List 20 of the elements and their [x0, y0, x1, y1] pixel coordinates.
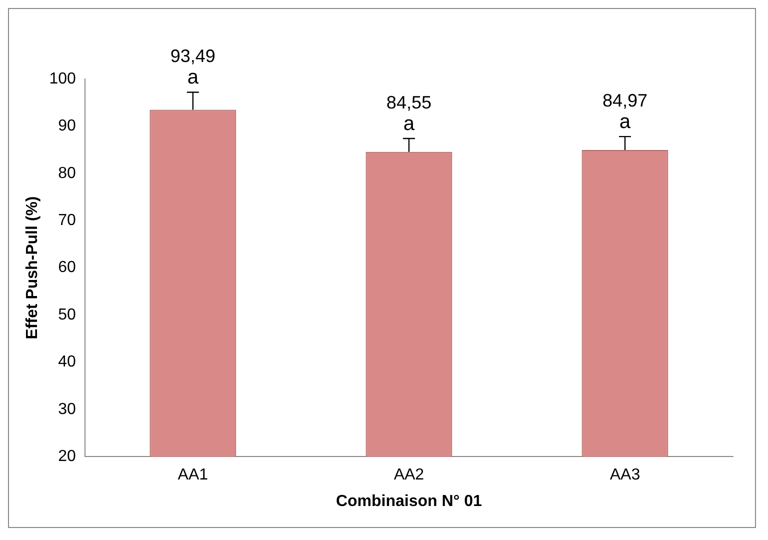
data-label: 84,97 — [602, 90, 648, 111]
y-tick-label: 20 — [58, 448, 76, 466]
x-tick-label: AA1 — [178, 466, 208, 484]
y-tick-label: 70 — [58, 212, 76, 230]
y-tick-label: 80 — [58, 164, 76, 182]
y-axis-title: Effet Push-Pull (%) — [24, 196, 42, 340]
y-tick-label: 60 — [58, 259, 76, 276]
annotation: a — [619, 111, 632, 134]
y-tick-label: 90 — [58, 118, 76, 135]
y-tick-label: 30 — [58, 400, 76, 418]
y-tick-label: 100 — [49, 70, 76, 88]
annotation: a — [187, 66, 200, 89]
x-tick-label: AA3 — [610, 466, 640, 484]
y-tick-label: 40 — [58, 354, 76, 371]
x-axis-title: Combinaison N° 01 — [336, 492, 482, 510]
data-label: 84,55 — [386, 92, 432, 112]
x-tick-label: AA2 — [394, 466, 424, 484]
data-label: 93,49 — [170, 46, 216, 66]
annotation: a — [403, 112, 416, 135]
y-tick-label: 50 — [58, 306, 76, 324]
